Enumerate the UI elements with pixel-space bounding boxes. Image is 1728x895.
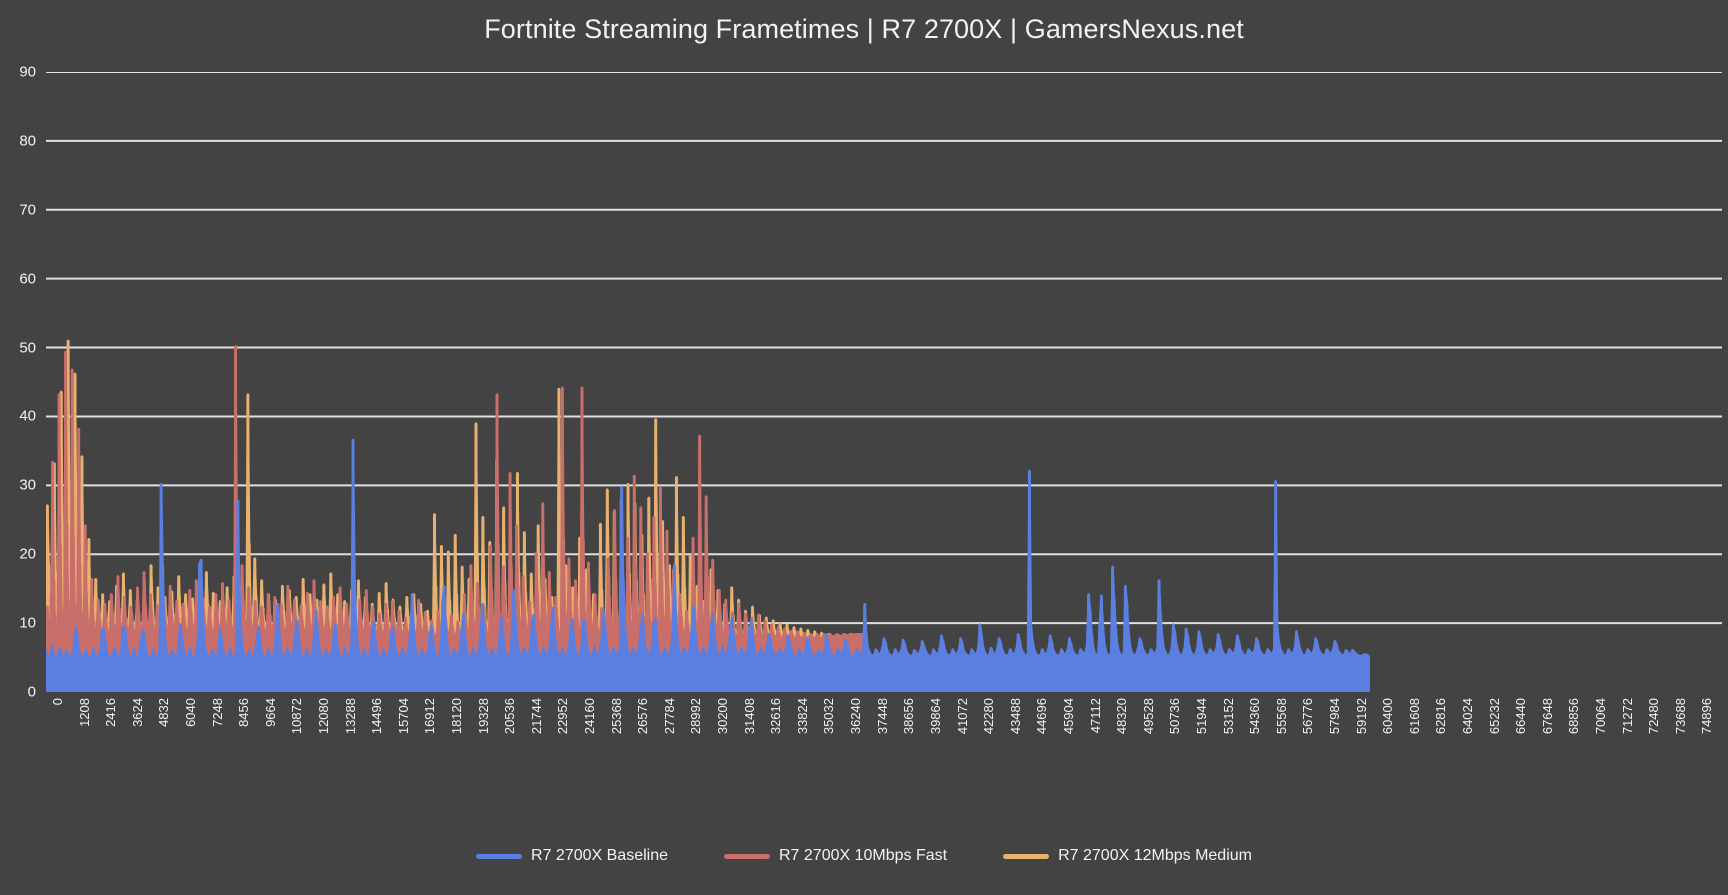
x-tick-label: 62816 [1433,698,1449,735]
x-tick-label: 22952 [555,698,571,735]
legend-label: R7 2700X 12Mbps Medium [1058,847,1252,864]
chart-legend: R7 2700X Baseline R7 2700X 10Mbps Fast R7 … [0,848,1728,864]
x-tick-label: 2416 [103,698,119,727]
x-tick-label: 24160 [582,698,598,735]
x-tick-label: 38656 [901,698,917,735]
legend-item[interactable]: R7 2700X 12Mbps Medium [1003,848,1252,864]
x-tick-label: 20536 [502,698,518,735]
plot-region: 0 10 20 30 40 50 60 70 80 90 [19,65,1722,700]
x-tick-label: 15704 [395,698,411,735]
series-line [46,438,1369,661]
x-tick-label: 8456 [236,698,252,727]
x-tick-label: 53152 [1220,698,1236,735]
x-tick-label: 67648 [1539,698,1555,735]
x-tick-label: 19328 [475,698,491,735]
x-tick-label: 36240 [848,698,864,735]
legend-item[interactable]: R7 2700X Baseline [476,848,668,864]
x-tick-label: 7248 [209,698,225,727]
x-tick-label: 68856 [1566,698,1582,735]
y-tick-label: 60 [19,270,36,288]
x-tick-label: 4832 [156,698,172,727]
x-tick-label: 33824 [794,698,810,735]
y-tick-label: 90 [19,63,36,81]
legend-swatch-icon [476,853,523,859]
x-tick-label: 54360 [1247,698,1263,735]
y-tick-label: 40 [19,407,36,425]
x-tick-label: 61608 [1406,698,1422,735]
y-tick-label: 80 [19,132,36,150]
legend-swatch-icon [1003,853,1050,859]
y-tick-label: 50 [19,339,36,357]
frametime-plot-svg [46,72,1722,692]
y-tick-label: 20 [19,545,36,563]
legend-label: R7 2700X 10Mbps Fast [779,847,948,864]
x-tick-label: 74896 [1699,698,1715,735]
series-1 [46,345,865,692]
x-tick-label: 70064 [1592,698,1608,735]
legend-label: R7 2700X Baseline [531,847,668,864]
series-spikes [46,346,865,692]
x-tick-label: 73688 [1672,698,1688,735]
x-tick-label: 55568 [1273,698,1289,735]
x-tick-label: 30200 [715,698,731,735]
x-tick-label: 65232 [1486,698,1502,735]
x-tick-label: 42280 [981,698,997,735]
x-tick-label: 51944 [1193,698,1209,735]
y-tick-label: 30 [19,476,36,494]
y-tick-label: 70 [19,201,36,219]
x-tick-label: 21744 [528,698,544,735]
x-tick-label: 49528 [1140,698,1156,735]
x-tick-label: 14496 [369,698,385,735]
x-tick-label: 6040 [183,698,199,727]
series-line [46,339,853,691]
x-tick-label: 71272 [1619,698,1635,735]
x-tick-label: 72480 [1646,698,1662,735]
x-tick-label: 13288 [342,698,358,735]
series-line [46,345,864,640]
x-tick-label: 48320 [1114,698,1130,735]
x-tick-label: 37448 [874,698,890,735]
legend-item[interactable]: R7 2700X 10Mbps Fast [724,848,947,864]
x-tick-label: 26576 [635,698,651,735]
x-tick-label: 66440 [1513,698,1529,735]
y-tick-label: 10 [19,614,36,632]
x-tick-label: 64024 [1459,698,1475,735]
x-tick-label: 28992 [688,698,704,735]
x-tick-label: 1208 [76,698,92,727]
x-tick-label: 45904 [1060,698,1076,735]
x-tick-label: 25368 [608,698,624,735]
x-tick-label: 35032 [821,698,837,735]
x-tick-label: 31408 [741,698,757,735]
x-tick-label: 10872 [289,698,305,735]
x-tick-label: 0 [50,698,65,706]
y-tick-label: 0 [27,683,36,701]
x-tick-label: 44696 [1034,698,1050,735]
x-tick-label: 3624 [129,698,145,727]
x-tick-label: 43488 [1007,698,1023,735]
x-tick-label: 56776 [1300,698,1316,735]
plot-area [46,72,1722,692]
x-axis-ticks: 0 1208 2416 3624 4832 6040 7248 8456 9664 10872 12… [46,694,1728,774]
x-tick-label: 27784 [661,698,677,735]
series-0 [46,438,1370,692]
series-spikes [46,439,1370,692]
x-tick-label: 50736 [1167,698,1183,735]
legend-swatch-icon [724,853,770,859]
x-tick-label: 47112 [1087,698,1103,734]
x-tick-label: 12080 [316,698,332,735]
x-tick-label: 60400 [1380,698,1396,735]
x-tick-label: 9664 [262,698,278,727]
x-tick-label: 39864 [927,698,943,735]
x-tick-label: 16912 [422,698,438,735]
x-tick-label: 32616 [768,698,784,735]
x-tick-label: 41072 [954,698,970,735]
x-tick-label: 59192 [1353,698,1369,735]
x-tick-label: 18120 [449,698,465,735]
chart-title: Fortnite Streaming Frametimes | R7 2700X… [484,14,1244,44]
x-tick-label: 57984 [1326,698,1342,735]
